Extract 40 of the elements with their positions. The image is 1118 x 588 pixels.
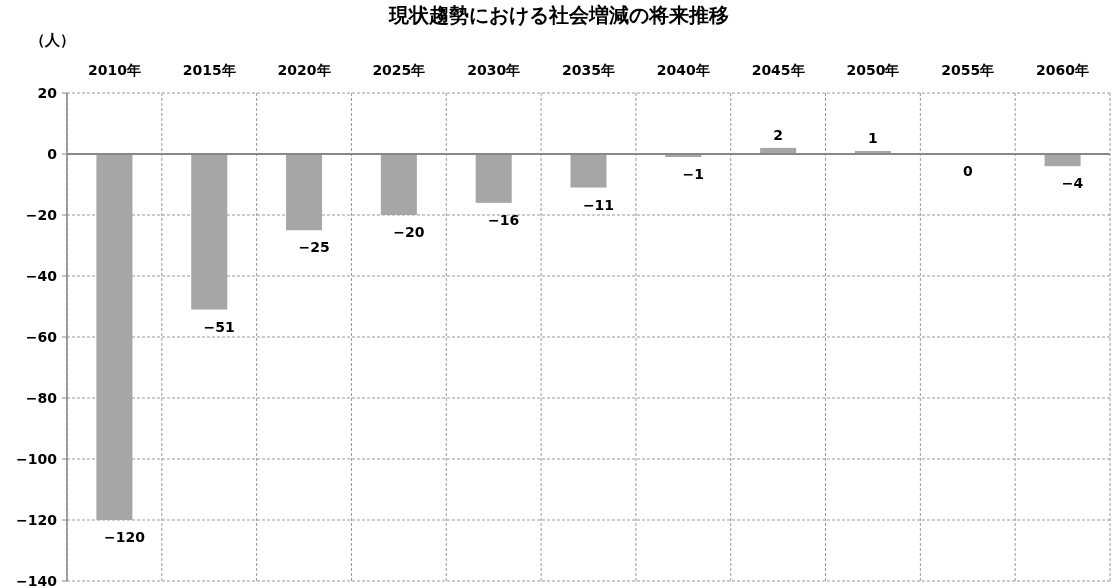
y-tick-label: −80 (25, 390, 58, 406)
data-label: −11 (582, 196, 615, 213)
data-label: −4 (1061, 175, 1084, 192)
x-tick-label: 2055年 (941, 62, 995, 78)
data-label: −20 (393, 224, 425, 240)
bar (475, 154, 512, 203)
y-tick-label: −140 (16, 573, 58, 588)
data-label: 2 (773, 126, 784, 143)
y-tick-label: −20 (25, 207, 58, 223)
data-label: −120 (103, 529, 146, 545)
x-tick-label: 2025年 (372, 62, 426, 78)
x-tick-label: 2020年 (277, 62, 331, 78)
y-tick-label: 20 (37, 85, 58, 101)
x-tick-label: 2045年 (751, 62, 805, 78)
bar (570, 154, 607, 188)
data-label: −16 (488, 211, 520, 228)
data-label: 0 (962, 163, 973, 179)
bar (1044, 154, 1081, 167)
y-tick-label: −120 (16, 512, 58, 528)
y-tick-label: −60 (25, 329, 58, 345)
y-tick-label: −100 (16, 451, 58, 467)
data-label: −25 (298, 239, 330, 256)
x-tick-label: 2040年 (656, 62, 710, 78)
data-label: −51 (203, 318, 235, 335)
bar (286, 154, 323, 231)
x-tick-label: 2030年 (467, 62, 521, 78)
x-tick-label: 2060年 (1036, 62, 1090, 78)
data-label: −1 (682, 166, 705, 183)
bar (380, 154, 417, 215)
x-tick-label: 2010年 (87, 62, 141, 78)
y-tick-label: 0 (47, 146, 58, 162)
y-axis-title: （人） (30, 31, 75, 49)
x-tick-label: 2015年 (182, 62, 236, 78)
data-label: 1 (868, 129, 878, 146)
x-tick-label: 2035年 (562, 62, 615, 78)
bar (191, 154, 228, 310)
bar (96, 154, 133, 520)
chart-title: 現状趨勢における社会増減の将来推移 (388, 3, 729, 27)
y-tick-label: −40 (25, 268, 58, 284)
x-tick-label: 2050年 (846, 62, 900, 78)
